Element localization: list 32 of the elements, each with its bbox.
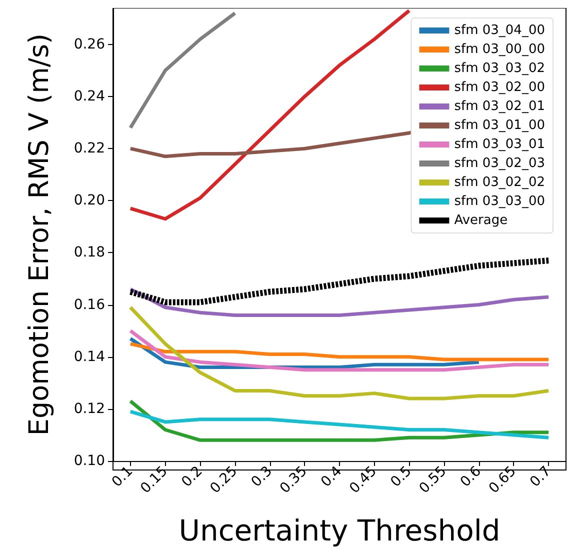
y-tick-label: 0.10 bbox=[74, 453, 105, 469]
x-tick-label: 0.2 bbox=[178, 463, 206, 490]
legend-label: sfm 03_02_03 bbox=[454, 156, 546, 171]
line-series bbox=[128, 306, 550, 400]
x-axis-title: Uncertainty Threshold bbox=[178, 514, 500, 548]
y-axis-title: Egomotion Error, RMS V (m/s) bbox=[24, 33, 55, 436]
legend-label: sfm 03_00_00 bbox=[454, 42, 546, 57]
y-tick-label: 0.14 bbox=[74, 348, 106, 365]
x-tick-label: 0.4 bbox=[318, 463, 346, 490]
legend-label: sfm 03_03_01 bbox=[454, 137, 546, 152]
legend-label: sfm 03_04_00 bbox=[454, 23, 546, 38]
legend-label: sfm 03_01_00 bbox=[454, 118, 546, 133]
y-tick-label: 0.20 bbox=[74, 192, 105, 209]
line-series bbox=[128, 410, 550, 440]
legend-label: sfm 03_02_00 bbox=[454, 80, 546, 95]
y-tick-label: 0.26 bbox=[74, 36, 106, 52]
line-series bbox=[128, 329, 550, 372]
y-tick-label: 0.24 bbox=[74, 88, 106, 105]
y-tick-label: 0.16 bbox=[74, 296, 106, 313]
line-series bbox=[128, 287, 550, 317]
legend-label: sfm 03_02_02 bbox=[454, 175, 546, 190]
legend-label: sfm 03_02_01 bbox=[454, 99, 546, 114]
line-series bbox=[128, 8, 411, 221]
line-series bbox=[128, 342, 550, 362]
line-series bbox=[128, 11, 237, 130]
line-series bbox=[128, 399, 550, 442]
y-tick-label: 0.12 bbox=[74, 400, 105, 417]
legend-label: sfm 03_03_00 bbox=[454, 194, 546, 209]
y-tick-label: 0.22 bbox=[74, 140, 105, 157]
legend-label: sfm 03_03_02 bbox=[454, 61, 546, 76]
y-tick-label: 0.18 bbox=[74, 244, 105, 261]
legend-label: Average bbox=[454, 213, 508, 228]
